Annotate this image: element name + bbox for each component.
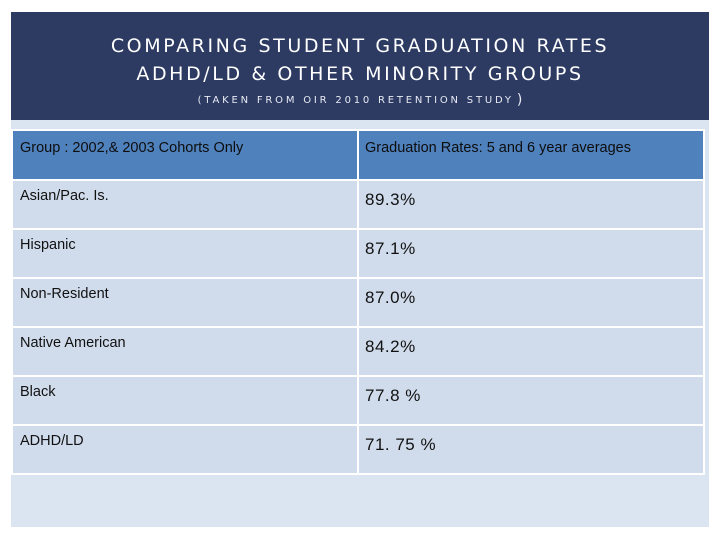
table-row: Non-Resident 87.0% xyxy=(11,277,705,328)
subtitle-text: (TAKEN FROM OIR 2010 RETENTION STUDY xyxy=(197,95,514,106)
cell-rate: 77.8 % xyxy=(357,375,705,426)
title-band: COMPARING STUDENT GRADUATION RATES ADHD/… xyxy=(11,12,709,120)
cell-group: ADHD/LD xyxy=(11,424,359,475)
cell-group: Hispanic xyxy=(11,228,359,279)
table-row: Black 77.8 % xyxy=(11,375,705,426)
cell-rate: 87.0% xyxy=(357,277,705,328)
cell-group: Non-Resident xyxy=(11,277,359,328)
cell-group: Asian/Pac. Is. xyxy=(11,179,359,230)
slide-title-line-1: COMPARING STUDENT GRADUATION RATES xyxy=(110,35,610,57)
table-header-row: Group : 2002,& 2003 Cohorts Only Graduat… xyxy=(11,129,705,181)
table-row: ADHD/LD 71. 75 % xyxy=(11,424,705,475)
cell-rate: 87.1% xyxy=(357,228,705,279)
subtitle-close-paren: ) xyxy=(516,92,523,108)
slide-title-line-2: ADHD/LD & OTHER MINORITY GROUPS xyxy=(136,63,584,85)
cell-group: Native American xyxy=(11,326,359,377)
cell-group: Black xyxy=(11,375,359,426)
header-graduation-rates: Graduation Rates: 5 and 6 year averages xyxy=(357,129,705,181)
table-row: Native American 84.2% xyxy=(11,326,705,377)
slide-subtitle: (TAKEN FROM OIR 2010 RETENTION STUDY) xyxy=(11,92,709,108)
cell-rate: 89.3% xyxy=(357,179,705,230)
table-row: Hispanic 87.1% xyxy=(11,228,705,279)
table-row: Asian/Pac. Is. 89.3% xyxy=(11,179,705,230)
cell-rate: 71. 75 % xyxy=(357,424,705,475)
graduation-rates-table: Group : 2002,& 2003 Cohorts Only Graduat… xyxy=(11,129,705,475)
header-group: Group : 2002,& 2003 Cohorts Only xyxy=(11,129,359,181)
cell-rate: 84.2% xyxy=(357,326,705,377)
